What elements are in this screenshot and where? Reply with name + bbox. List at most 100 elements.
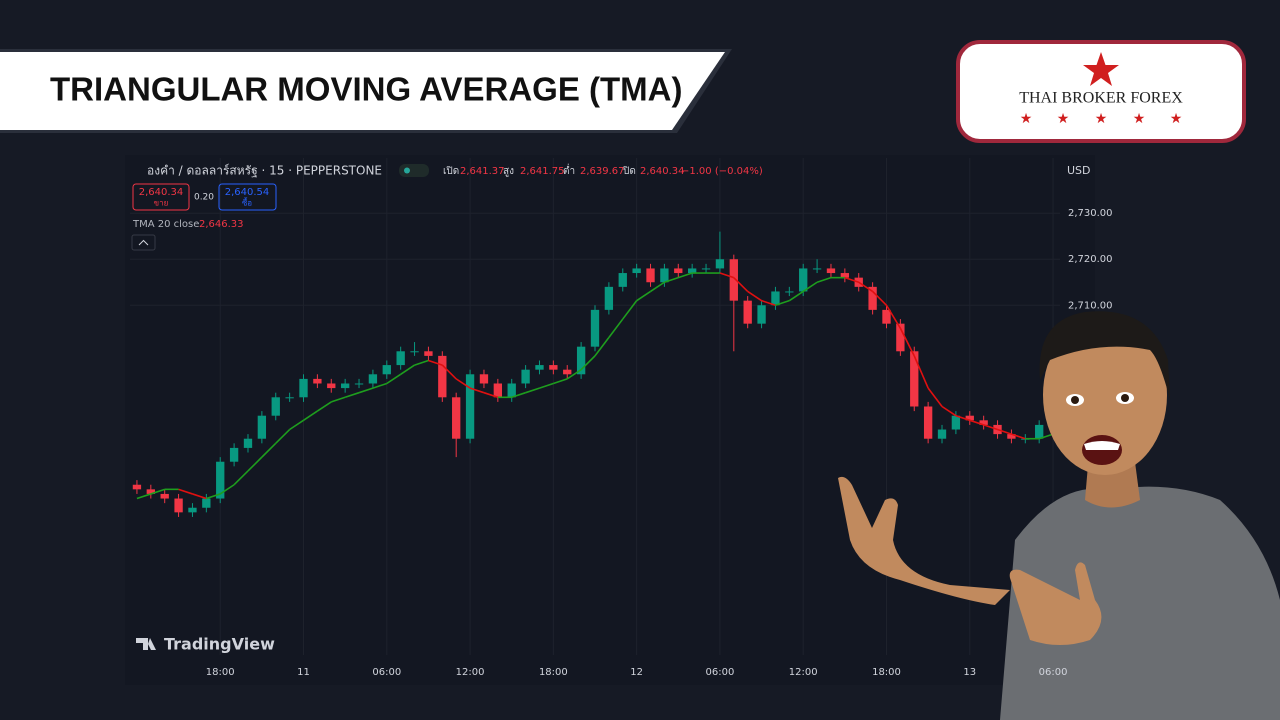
ohlc-label: เปิด: [443, 166, 459, 177]
logo-name: THAI BROKER FOREX: [1019, 90, 1183, 107]
ohlc-legend: เปิด 2,641.37สูง 2,641.75ต่ำ 2,639.67ปิด 2,6…: [443, 163, 685, 177]
ohlc-value: 2,641.37: [460, 166, 505, 177]
tma-segment: [927, 387, 943, 407]
person: [838, 311, 1280, 720]
ohlc-label: ปิด: [622, 166, 635, 177]
banner-title: TRIANGULAR MOVING AVERAGE (TMA): [50, 71, 682, 108]
candle-body: [271, 397, 280, 416]
candle-body: [479, 374, 489, 384]
candle-body: [535, 365, 544, 370]
spread: 0.20: [194, 193, 214, 203]
y-tick-label: 2,720.00: [1068, 254, 1113, 265]
left-hand: [838, 476, 1010, 605]
tma-segment: [761, 299, 776, 307]
tma-segment: [289, 419, 304, 431]
tma-segment: [664, 276, 679, 284]
hair: [1039, 311, 1170, 400]
candle-body: [1007, 434, 1016, 439]
tma-segment: [594, 336, 610, 357]
candle-body: [632, 268, 641, 274]
x-tick-label: 12:00: [456, 667, 485, 678]
currency: USD: [1067, 164, 1091, 177]
candle-body: [202, 498, 211, 508]
indicator-name: TMA 20 close: [132, 219, 199, 230]
change: −1.00 (−0.04%): [681, 166, 763, 177]
x-tick-label: 12: [630, 667, 643, 678]
tma-segment: [678, 272, 693, 279]
tma-segment: [150, 488, 165, 495]
logo-stars: ★ ★ ★ ★ ★: [1020, 111, 1183, 127]
tma-segment: [247, 456, 263, 472]
tma-segment: [719, 272, 735, 279]
tma-segment: [525, 387, 540, 394]
candle-body: [937, 429, 947, 439]
candle-body: [452, 397, 461, 439]
candle-body: [923, 406, 933, 439]
tma-segment: [802, 281, 818, 293]
x-tick-label: 11: [297, 667, 310, 678]
ohlc-value: 2,641.75: [520, 166, 565, 177]
candle-body: [646, 268, 655, 283]
candle-body: [243, 438, 253, 448]
x-tick-label: 12:00: [789, 667, 818, 678]
candle-body: [507, 383, 516, 398]
candle-body: [229, 447, 239, 462]
ohlc-value: 2,640.34: [640, 166, 685, 177]
tma-segment: [1011, 433, 1026, 440]
tma-segment: [553, 378, 568, 385]
candle-body: [674, 268, 683, 274]
candle-body: [285, 397, 294, 399]
sell-box[interactable]: [132, 183, 190, 211]
candle-body: [757, 305, 766, 324]
tma-segment: [455, 378, 471, 389]
tma-segment: [608, 318, 624, 338]
buy-box[interactable]: [218, 183, 277, 211]
candle-body: [979, 420, 988, 425]
tma-segment: [941, 405, 957, 417]
sell-price: 2,640.34: [139, 187, 184, 198]
tma-segment: [872, 290, 888, 306]
tma-segment: [331, 396, 346, 403]
collapse-button[interactable]: [131, 234, 156, 251]
candle-body: [896, 323, 905, 352]
candle-body: [563, 369, 572, 375]
tma-segment: [178, 488, 193, 495]
candle-body: [521, 369, 530, 384]
logo-star: [1083, 52, 1119, 86]
tma-segment: [899, 327, 915, 357]
tma-segment: [858, 281, 874, 293]
tma-segment: [622, 300, 638, 320]
candle-body: [313, 378, 322, 384]
tma-segment: [303, 410, 318, 421]
tma-segment: [261, 442, 277, 458]
small-star: ★: [1133, 111, 1146, 127]
candle-body: [160, 493, 169, 499]
chevron: [138, 239, 149, 246]
tma-segment: [428, 359, 443, 366]
buy-label: ซื้อ: [242, 197, 252, 208]
candle-body: [951, 415, 961, 430]
candle-body: [910, 351, 919, 407]
tma-segment: [400, 364, 415, 375]
tma-segment: [636, 290, 651, 302]
status-dot: [404, 167, 410, 174]
candle-body: [438, 355, 447, 398]
y-tick-label: 2,730.00: [1068, 208, 1113, 219]
candle-body: [590, 309, 600, 347]
tma-segment: [511, 391, 526, 399]
small-star: ★: [1095, 111, 1108, 127]
x-tick-label: 13: [963, 667, 976, 678]
teeth: [1084, 441, 1120, 450]
tma-segment: [775, 299, 790, 307]
x-tick-label: 18:00: [872, 667, 901, 678]
candle-body: [354, 383, 364, 385]
candle-body: [840, 273, 850, 278]
candle-body: [174, 498, 183, 513]
tma-segment: [539, 382, 554, 389]
tma-segment: [733, 277, 749, 293]
candle-body: [146, 489, 155, 494]
candle-body: [743, 300, 752, 324]
pupil: [1071, 396, 1079, 404]
